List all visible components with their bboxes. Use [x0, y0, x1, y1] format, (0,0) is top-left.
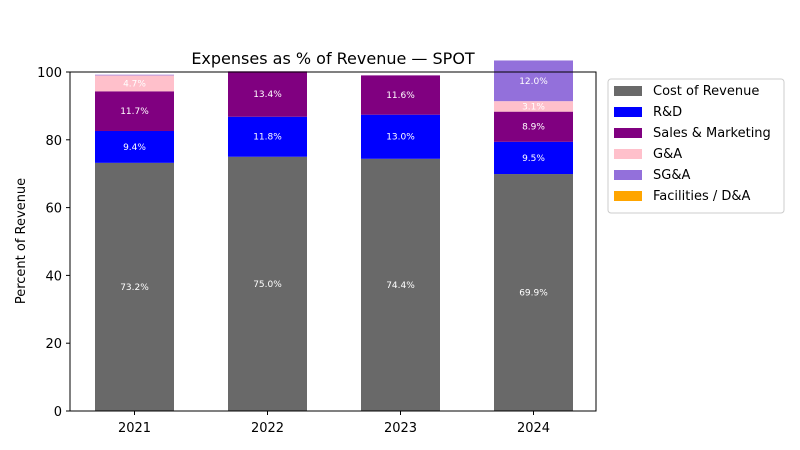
y-tick-label-100: 100 [37, 66, 62, 81]
legend-label-facilities-d-a: Facilities / D&A [653, 189, 751, 204]
legend-label-sales-marketing: Sales & Marketing [653, 126, 771, 141]
legend-label-sg-a: SG&A [653, 168, 690, 183]
legend-swatch-r-d [614, 107, 642, 117]
data-label-2024-r-d: 9.5% [522, 154, 545, 164]
legend-label-cost-of-revenue: Cost of Revenue [653, 84, 759, 99]
data-label-2021-sales-marketing: 11.7% [120, 107, 149, 117]
legend-swatch-cost-of-revenue [614, 86, 642, 96]
bar-2021-sg-a [95, 74, 174, 76]
bar-2021-g-a [95, 75, 174, 92]
bar-2024-g-a [494, 101, 573, 112]
bar-2024-r-d [494, 141, 573, 175]
y-tick-label-60: 60 [45, 202, 62, 217]
legend: Cost of Revenue R&D Sales & Marketing G&A SG… [607, 78, 785, 214]
data-label-2023-cost-of-revenue: 74.4% [386, 281, 415, 291]
bar-2024-sales-marketing [494, 111, 573, 142]
legend-box [607, 78, 785, 214]
bar-2021-cost-of-revenue [95, 162, 174, 411]
data-label-2022-sales-marketing: 13.4% [253, 90, 282, 100]
legend-swatch-sales-marketing [614, 128, 642, 138]
y-axis-label: Percent of Revenue [14, 178, 29, 304]
bar-2024-sg-a [494, 60, 573, 102]
data-label-2023-r-d: 13.0% [386, 133, 415, 143]
y-tick-label-40: 40 [45, 269, 62, 284]
chart-title: Expenses as % of Revenue — SPOT [191, 49, 475, 68]
data-label-2021-cost-of-revenue: 73.2% [120, 283, 149, 293]
bar-2023-r-d [361, 114, 440, 159]
legend-swatch-g-a [614, 149, 642, 159]
legend-swatch-facilities-d-a [614, 191, 642, 201]
data-label-2024-cost-of-revenue: 69.9% [519, 289, 548, 299]
data-label-2021-r-d: 9.4% [123, 143, 146, 153]
y-tick-label-0: 0 [54, 405, 62, 420]
x-tick-label-2022: 2022 [251, 421, 284, 436]
x-tick-label-2023: 2023 [384, 421, 417, 436]
bar-2021-r-d [95, 130, 174, 163]
bar-2023-cost-of-revenue [361, 158, 440, 411]
data-label-2024-sg-a: 12.0% [519, 77, 548, 87]
bar-2024-cost-of-revenue [494, 174, 573, 411]
bar-2022-r-d [228, 116, 307, 157]
bar-2023-sales-marketing [361, 75, 440, 115]
legend-label-r-d: R&D [653, 105, 682, 120]
bar-2021-sales-marketing [95, 91, 174, 131]
x-tick-label-2024: 2024 [517, 421, 550, 436]
y-tick-label-80: 80 [45, 134, 62, 149]
data-label-2021-g-a: 4.7% [123, 79, 146, 89]
y-tick-label-20: 20 [45, 337, 62, 352]
data-label-2022-cost-of-revenue: 75.0% [253, 280, 282, 290]
data-label-2022-r-d: 11.8% [253, 133, 282, 143]
data-label-2024-g-a: 3.1% [522, 102, 545, 112]
bars-group [95, 60, 573, 411]
x-tick-label-2021: 2021 [118, 421, 151, 436]
bar-2022-cost-of-revenue [228, 156, 307, 411]
bar-2022-sales-marketing [228, 71, 307, 117]
data-labels-group: 73.2% 9.4% 11.7% 4.7% 75.0% 11.8% 13.4% 74.4% 13… [120, 77, 548, 299]
plot-frame [69, 71, 597, 412]
legend-swatch-sg-a [614, 170, 642, 180]
legend-label-g-a: G&A [653, 147, 682, 162]
data-label-2023-sales-marketing: 11.6% [386, 91, 415, 101]
axes-group: 0 20 40 60 80 100 2021 2022 2023 2024 [37, 66, 597, 436]
data-label-2024-sales-marketing: 8.9% [522, 123, 545, 133]
